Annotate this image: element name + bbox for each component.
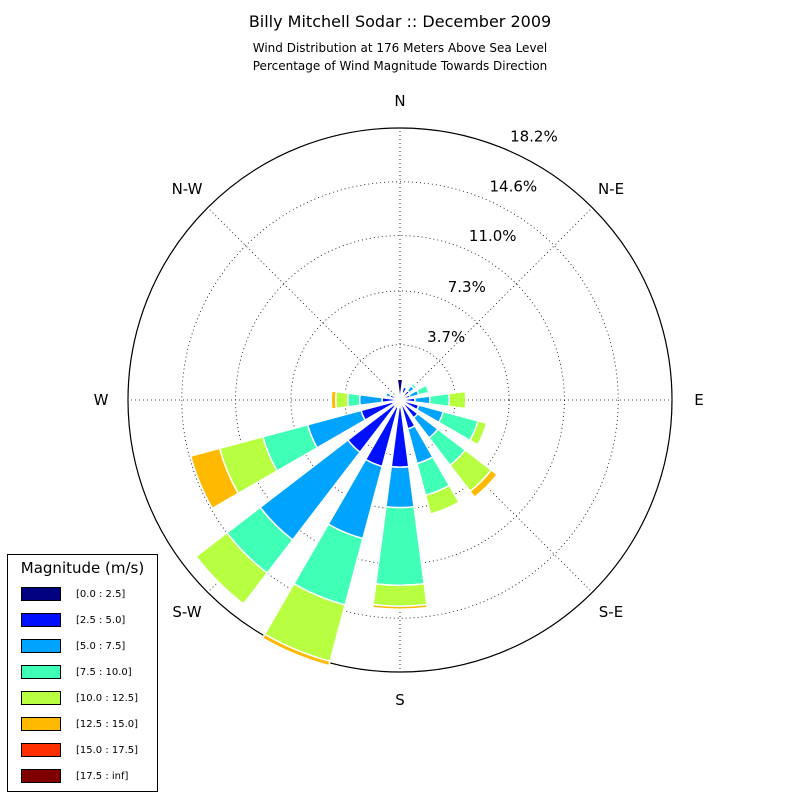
chart-title: Billy Mitchell Sodar :: December 2009: [248, 12, 552, 31]
legend-entry-2: [2.5 : 5.0]: [21, 613, 156, 629]
axis-labels: N N-E E S-E S S-W W N-W 3.7% 7.3% 11.0% 14.6% 18.2%: [94, 92, 704, 709]
radial-tick-label-4: 14.6%: [490, 177, 538, 195]
legend-entry-7: [15.0 : 17.5]: [21, 743, 156, 759]
legend-swatch: [21, 717, 61, 731]
direction-label-s-w: S-W: [172, 603, 201, 621]
bar-segment-dir-13-bin-3: [383, 390, 389, 398]
legend-entry-3: [5.0 : 7.5]: [21, 639, 156, 655]
legend-entry-8: [17.5 : inf]: [21, 769, 156, 785]
direction-label-s: S: [395, 691, 405, 709]
grid-spoke-2: [399, 207, 593, 401]
direction-label-s-e: S-E: [599, 603, 623, 621]
legend-entry-5: [10.0 : 12.5]: [21, 691, 156, 707]
legend-entry-1: [0.0 : 2.5]: [21, 587, 156, 603]
outer-circle: [127, 127, 673, 673]
legend-swatch: [21, 639, 61, 653]
legend-label: [2.5 : 5.0]: [76, 615, 126, 626]
bar-segment-dir-4-bin-3: [428, 392, 451, 408]
bar-segment-dir-10-bin-4: [195, 531, 269, 605]
bar-segment-dir-6-bin-6: [473, 473, 500, 500]
direction-label-e: E: [694, 391, 703, 409]
grid-spoke-4: [399, 399, 593, 593]
bar-segment-dir-1-bin-3: [402, 383, 410, 389]
bar-segment-dir-8-bin-2: [385, 465, 415, 509]
bar-segment-dir-4-bin-4: [448, 390, 467, 410]
legend-label: [0.0 : 2.5]: [76, 589, 126, 600]
chart-subtitle-line-2: Percentage of Wind Magnitude Towards Dir…: [252, 59, 548, 73]
grid-ring-4: [181, 181, 619, 619]
legend: Magnitude (m/s) [0.0 : 2.5] [2.5 : 5.0] [5…: [7, 554, 158, 792]
grid-spoke-8: [207, 207, 401, 401]
legend-label: [12.5 : 15.0]: [76, 719, 139, 730]
legend-label: [10.0 : 12.5]: [76, 693, 139, 704]
bar-segment-dir-12-bin-4: [334, 390, 349, 410]
bar-segment-dir-12-bin-3: [346, 392, 361, 408]
direction-label-w: W: [94, 391, 109, 409]
bar-segment-dir-4-bin-2: [413, 395, 431, 405]
bar-segment-dir-12-bin-5: [330, 390, 338, 410]
legend-title: Magnitude (m/s): [20, 559, 145, 577]
bar-segment-dir-8-bin-4: [372, 582, 428, 607]
legend-label: [15.0 : 17.5]: [76, 745, 139, 756]
bar-segment-dir-3-bin-4: [424, 383, 432, 394]
radial-tick-label-5: 18.2%: [510, 128, 558, 146]
bar-segment-dir-7-bin-6: [429, 501, 461, 517]
bar-segment-dir-11-bin-5: [189, 447, 240, 510]
windrose-bars: [189, 376, 500, 667]
bar-segment-dir-8-bin-3: [374, 505, 426, 587]
legend-label: [7.5 : 10.0]: [76, 667, 132, 678]
chart-subtitle-line-1: Wind Distribution at 176 Meters Above Se…: [252, 41, 548, 55]
radial-tick-label-3: 11.0%: [469, 227, 517, 245]
bar-segment-dir-8-bin-5: [371, 603, 429, 610]
legend-label: [17.5 : inf]: [76, 771, 129, 782]
bar-segment-dir-5-bin-4: [468, 419, 488, 446]
legend-swatch: [21, 613, 61, 627]
legend-swatch: [21, 769, 61, 783]
bar-segment-dir-14-bin-1: [393, 393, 399, 399]
direction-label-n-e: N-E: [598, 180, 624, 198]
radial-tick-label-2: 7.3%: [448, 278, 486, 296]
direction-label-n-w: N-W: [172, 180, 203, 198]
legend-entry-6: [12.5 : 15.0]: [21, 717, 156, 733]
legend-entry-4: [7.5 : 10.0]: [21, 665, 156, 681]
bar-segment-dir-9-bin-5: [261, 633, 331, 667]
legend-label: [5.0 : 7.5]: [76, 641, 126, 652]
legend-swatch: [21, 743, 61, 757]
legend-swatch: [21, 691, 61, 705]
bar-segment-dir-0-bin-1: [396, 376, 404, 381]
radial-tick-label-1: 3.7%: [427, 328, 465, 346]
direction-label-n: N: [394, 92, 405, 110]
bar-segment-dir-12-bin-2: [358, 393, 384, 407]
bar-segment-dir-15-bin-1: [396, 394, 401, 399]
bar-segment-dir-2-bin-4: [411, 381, 419, 389]
legend-swatch: [21, 587, 61, 601]
grid-ring-2: [290, 290, 510, 510]
legend-swatch: [21, 665, 61, 679]
